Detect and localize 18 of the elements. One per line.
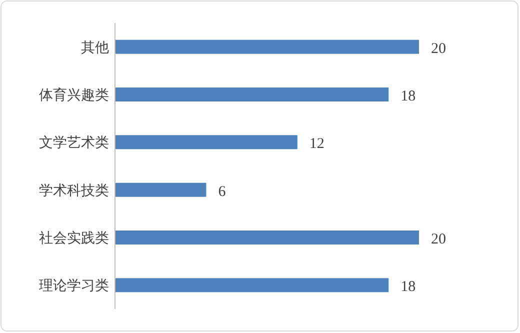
data-label: 12	[309, 136, 324, 152]
data-label: 20	[431, 40, 446, 57]
bar	[115, 278, 389, 292]
data-label: 18	[400, 88, 416, 104]
y-tick-label: 文学艺术类	[39, 134, 109, 150]
data-label: 6	[218, 184, 226, 200]
bar	[115, 182, 206, 197]
y-tick-label: 理论学习类	[39, 277, 109, 294]
bar	[115, 230, 419, 244]
y-tick-label: 社会实践类	[39, 230, 109, 246]
y-tick-label: 其他	[81, 38, 109, 55]
bar	[115, 40, 419, 54]
y-tick-label: 体育兴趣类	[39, 86, 109, 102]
bar	[115, 135, 298, 150]
data-label: 18	[400, 279, 416, 296]
y-tick-label: 学术科技类	[39, 182, 109, 198]
data-label: 20	[431, 232, 446, 248]
bar	[115, 88, 389, 102]
